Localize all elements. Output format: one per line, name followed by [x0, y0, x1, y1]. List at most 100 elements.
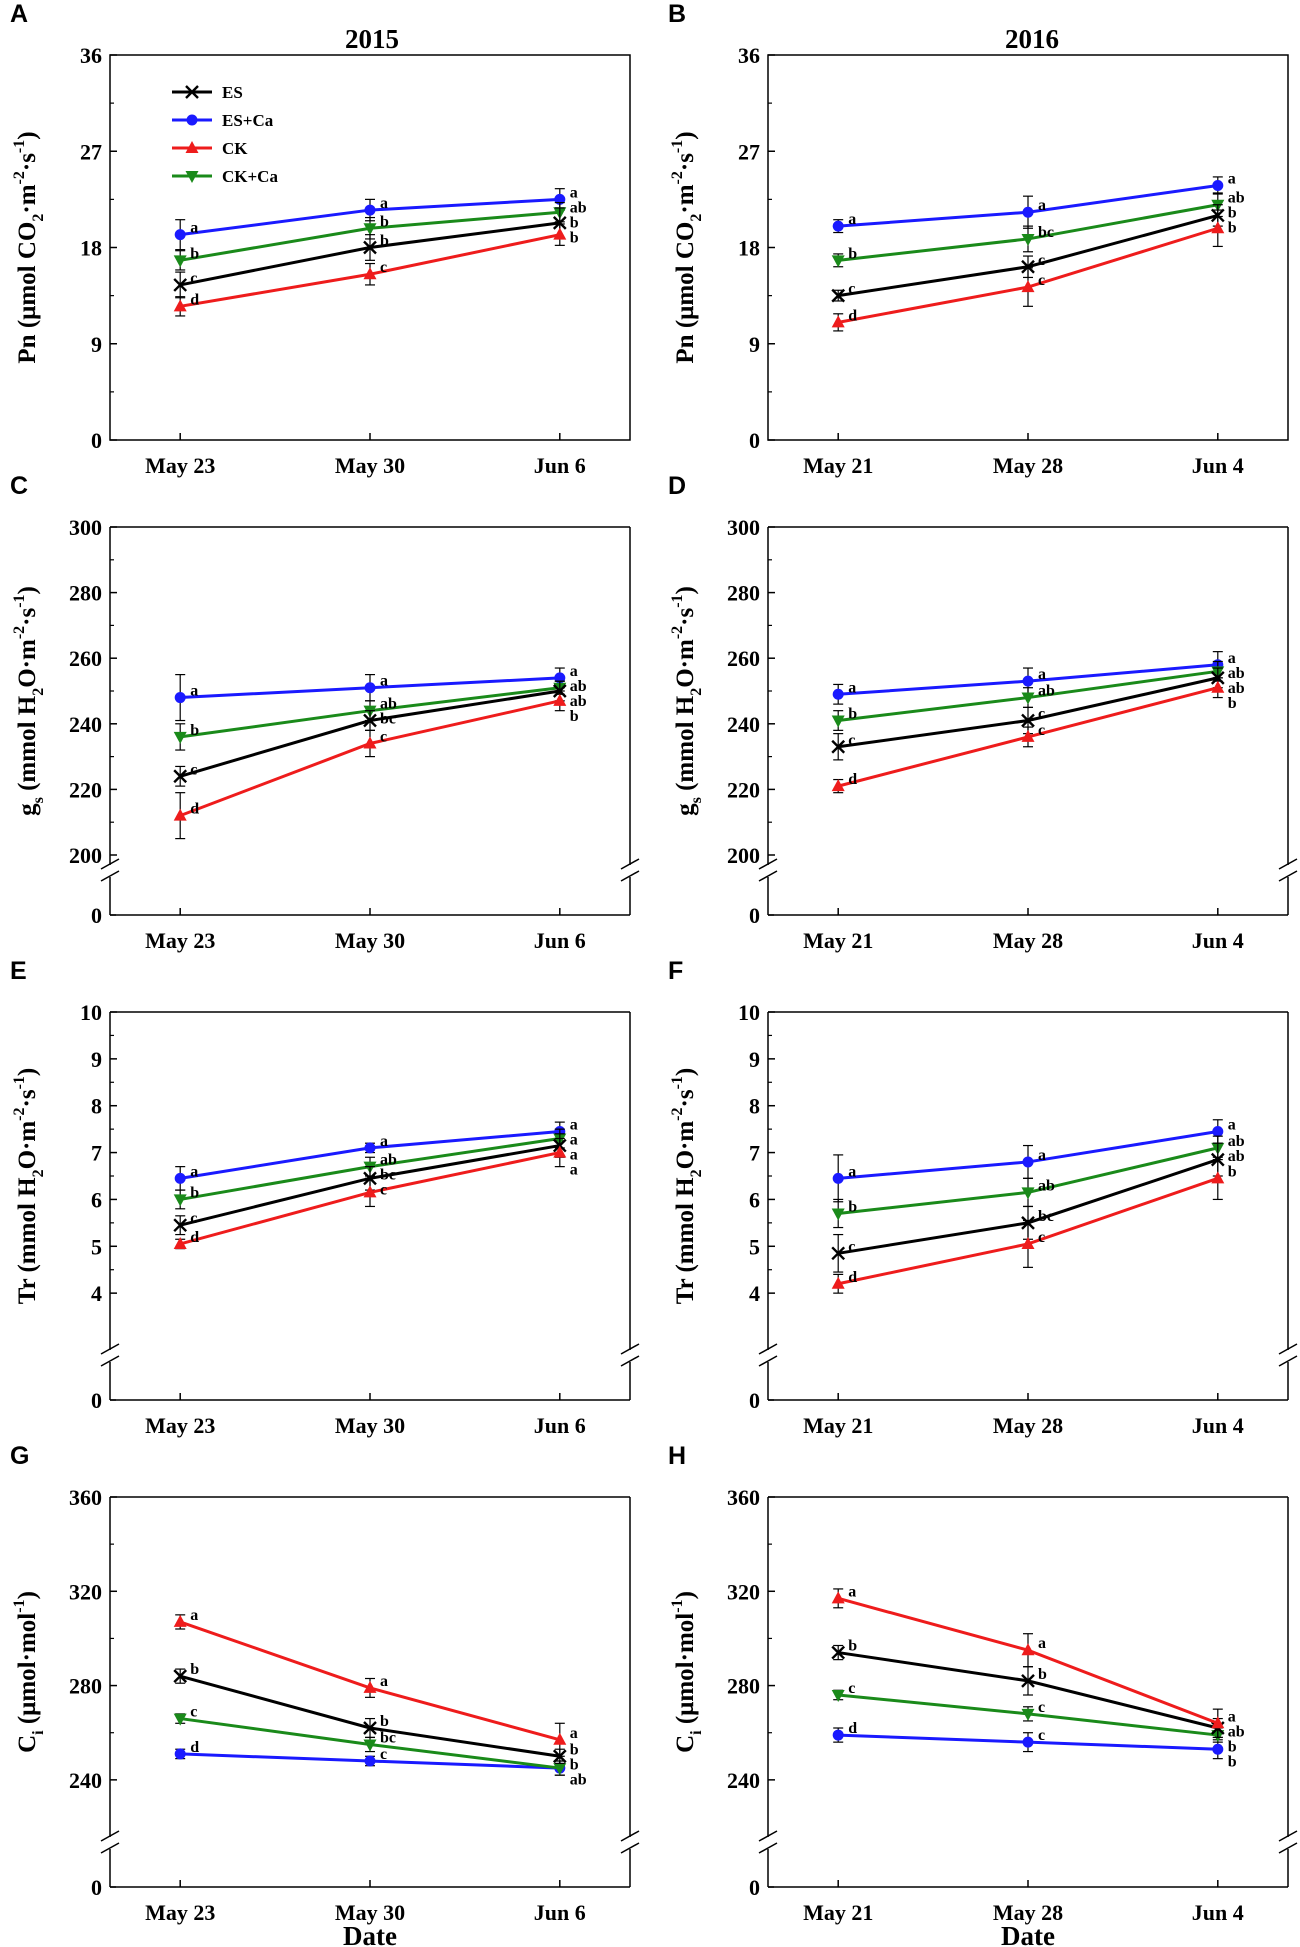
- x-axis-title: Date: [343, 1921, 397, 1947]
- x-tick-label: May 30: [335, 1413, 405, 1438]
- panel-d: D 0 200 220 240 260 280 300 May 21 May 28 Jun 4 gs …: [668, 472, 1298, 953]
- y-tick-label: 10: [738, 1000, 760, 1025]
- data-point: [173, 769, 188, 784]
- data-point: [173, 299, 187, 312]
- series-ck: [173, 1137, 567, 1250]
- significance-letter: d: [190, 1739, 199, 1756]
- significance-letter: d: [190, 801, 199, 818]
- significance-letter: ab: [1228, 680, 1245, 697]
- significance-letter: a: [1228, 650, 1236, 667]
- data-point: [832, 220, 844, 232]
- y-axis-label-part: -1: [11, 594, 28, 607]
- data-point: [363, 240, 377, 255]
- data-point: [1021, 729, 1035, 742]
- data-point: [363, 1185, 377, 1198]
- axis-break-mark: [1278, 1343, 1298, 1355]
- series-es-plus-ca: [832, 1119, 1224, 1203]
- significance-letter: b: [848, 1198, 857, 1215]
- data-point: [831, 1690, 845, 1702]
- y-axis-label-part: 2: [688, 688, 705, 696]
- significance-letter: a: [190, 1607, 198, 1624]
- data-point: [173, 1218, 188, 1233]
- y-axis-label-part: -1: [11, 140, 28, 153]
- y-axis-label-part: 2: [688, 1169, 705, 1177]
- significance-letter: a: [570, 1161, 578, 1178]
- significance-letter: a: [848, 1163, 856, 1180]
- data-point: [364, 1755, 376, 1767]
- significance-letter: a: [1038, 1147, 1046, 1164]
- significance-letter: b: [1228, 695, 1237, 712]
- y-axis-label-part: -2: [11, 626, 28, 639]
- significance-letter: c: [380, 259, 387, 276]
- x-tick-label: May 21: [803, 1900, 873, 1925]
- y-tick-label: 240: [69, 712, 102, 737]
- series-ck: [831, 1156, 1225, 1294]
- significance-letter: a: [380, 1673, 388, 1690]
- y-tick-label: 10: [80, 1000, 102, 1025]
- significance-letter: b: [190, 245, 199, 262]
- column-title-2016: 2016: [1005, 24, 1059, 54]
- y-axis-label: gs (mmol H2O·m-2·s-1): [669, 586, 705, 816]
- significance-letter: ab: [1228, 1133, 1245, 1150]
- significance-letter: c: [1038, 1229, 1045, 1246]
- significance-letter: a: [1038, 197, 1046, 214]
- data-point: [363, 1739, 377, 1752]
- y-tick-label: 9: [91, 1047, 102, 1072]
- significance-letter: a: [380, 673, 388, 690]
- data-point: [1211, 1716, 1225, 1729]
- significance-letter: a: [380, 195, 388, 212]
- x-tick-label: May 21: [803, 1413, 873, 1438]
- y-axis-label: Pn (μmol CO2·m-2·s-1): [11, 131, 47, 363]
- significance-letter: c: [380, 1746, 387, 1763]
- data-point: [1211, 221, 1225, 234]
- panel-letter: A: [10, 0, 28, 28]
- panel-letter: F: [668, 957, 683, 985]
- significance-letter: a: [570, 184, 578, 201]
- axis-break-mark: [100, 1343, 120, 1355]
- significance-letter: bc: [380, 711, 396, 728]
- data-point: [831, 739, 846, 754]
- data-point: [1021, 1643, 1035, 1656]
- data-point: [363, 267, 377, 280]
- significance-letter: c: [190, 1210, 197, 1227]
- y-axis-label-part: i: [30, 1730, 47, 1735]
- x-tick-label: May 21: [803, 453, 873, 478]
- significance-letter: ab: [1038, 1177, 1055, 1194]
- data-point: [831, 1246, 846, 1261]
- x-tick-label: Jun 4: [1192, 928, 1244, 953]
- y-axis-label-part: ·s: [14, 153, 41, 171]
- y-tick-label: 320: [727, 1579, 760, 1604]
- significance-letter: c: [848, 281, 855, 298]
- data-point: [363, 223, 377, 236]
- y-tick-label: 36: [80, 43, 102, 68]
- panel-c: C 0 200 220 240 260 280 300 May 23 May 30 Jun 6 gs …: [10, 472, 640, 953]
- axis-break-mark: [758, 1355, 778, 1367]
- panel-letter: G: [10, 1442, 29, 1470]
- y-axis-label-part: -1: [669, 1599, 686, 1612]
- data-point: [174, 692, 186, 704]
- data-point: [173, 255, 187, 268]
- x-tick-label: May 30: [335, 453, 405, 478]
- y-axis-label-part: ·m: [672, 184, 699, 213]
- data-point: [173, 1713, 187, 1726]
- data-point: [364, 682, 376, 694]
- y-tick-label: 260: [727, 646, 760, 671]
- data-point: [832, 1172, 844, 1184]
- legend-marker: [186, 114, 198, 126]
- y-axis-label-part: ): [672, 1591, 699, 1599]
- y-tick-label: 0: [91, 903, 102, 928]
- y-axis-label: Ci (μmol·mol-1): [669, 1591, 705, 1753]
- x-tick-label: May 23: [145, 1413, 215, 1438]
- y-tick-label: 280: [69, 581, 102, 606]
- x-tick-label: May 23: [145, 928, 215, 953]
- axis-break-mark: [758, 1830, 778, 1842]
- data-point: [174, 1748, 186, 1760]
- panel-letter: H: [668, 1442, 686, 1470]
- y-tick-label: 260: [69, 646, 102, 671]
- y-tick-label: 0: [91, 1388, 102, 1413]
- significance-letter: c: [380, 728, 387, 745]
- data-point: [1021, 1187, 1035, 1200]
- significance-letter: a: [848, 679, 856, 696]
- panel-g: G 0 240 280 320 360 May 23 May 30 Jun 6 Ci (μmol·…: [10, 1442, 640, 1947]
- significance-letter: a: [570, 1131, 578, 1148]
